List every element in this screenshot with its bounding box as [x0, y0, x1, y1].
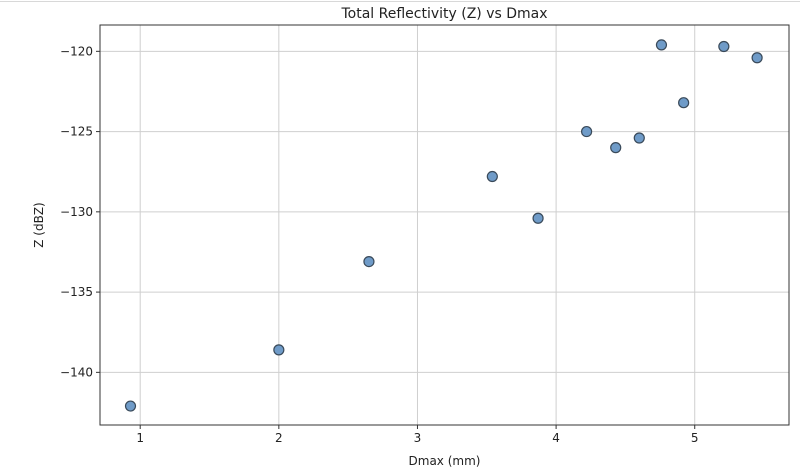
x-tick-label: 3: [414, 431, 422, 445]
plot-frame: [99, 24, 790, 426]
x-tick-label: 2: [275, 431, 283, 445]
data-point: [486, 170, 498, 183]
data-point: [124, 400, 137, 412]
chart-title: Total Reflectivity (Z) vs Dmax: [340, 6, 547, 22]
y-axis-label: Z (dBZ): [32, 202, 46, 247]
data-point: [273, 344, 285, 356]
y-tick-label: −135: [60, 285, 93, 299]
grid: [100, 25, 789, 425]
x-axis-label: Dmax (mm): [409, 454, 481, 467]
y-tick-label: −125: [60, 125, 93, 139]
y-tick-label: −130: [60, 205, 93, 219]
data-point: [633, 132, 645, 144]
data-point: [718, 40, 730, 53]
data-point: [678, 97, 690, 109]
data-point: [363, 255, 375, 268]
x-tick-label: 5: [691, 431, 699, 445]
x-tick-label: 1: [136, 431, 144, 445]
x-tick-label: 4: [552, 431, 560, 445]
data-points: [124, 39, 763, 412]
data-point: [655, 39, 668, 51]
data-point: [532, 212, 544, 224]
data-point: [580, 125, 593, 138]
y-tick-label: −120: [60, 44, 93, 58]
y-tick-label: −140: [60, 365, 93, 379]
ticks: 1 2 3 4 5 −120 −125 −130 −135 −140: [60, 44, 699, 445]
window-border: [0, 1, 800, 2]
data-point: [751, 52, 763, 64]
data-point: [610, 142, 622, 154]
